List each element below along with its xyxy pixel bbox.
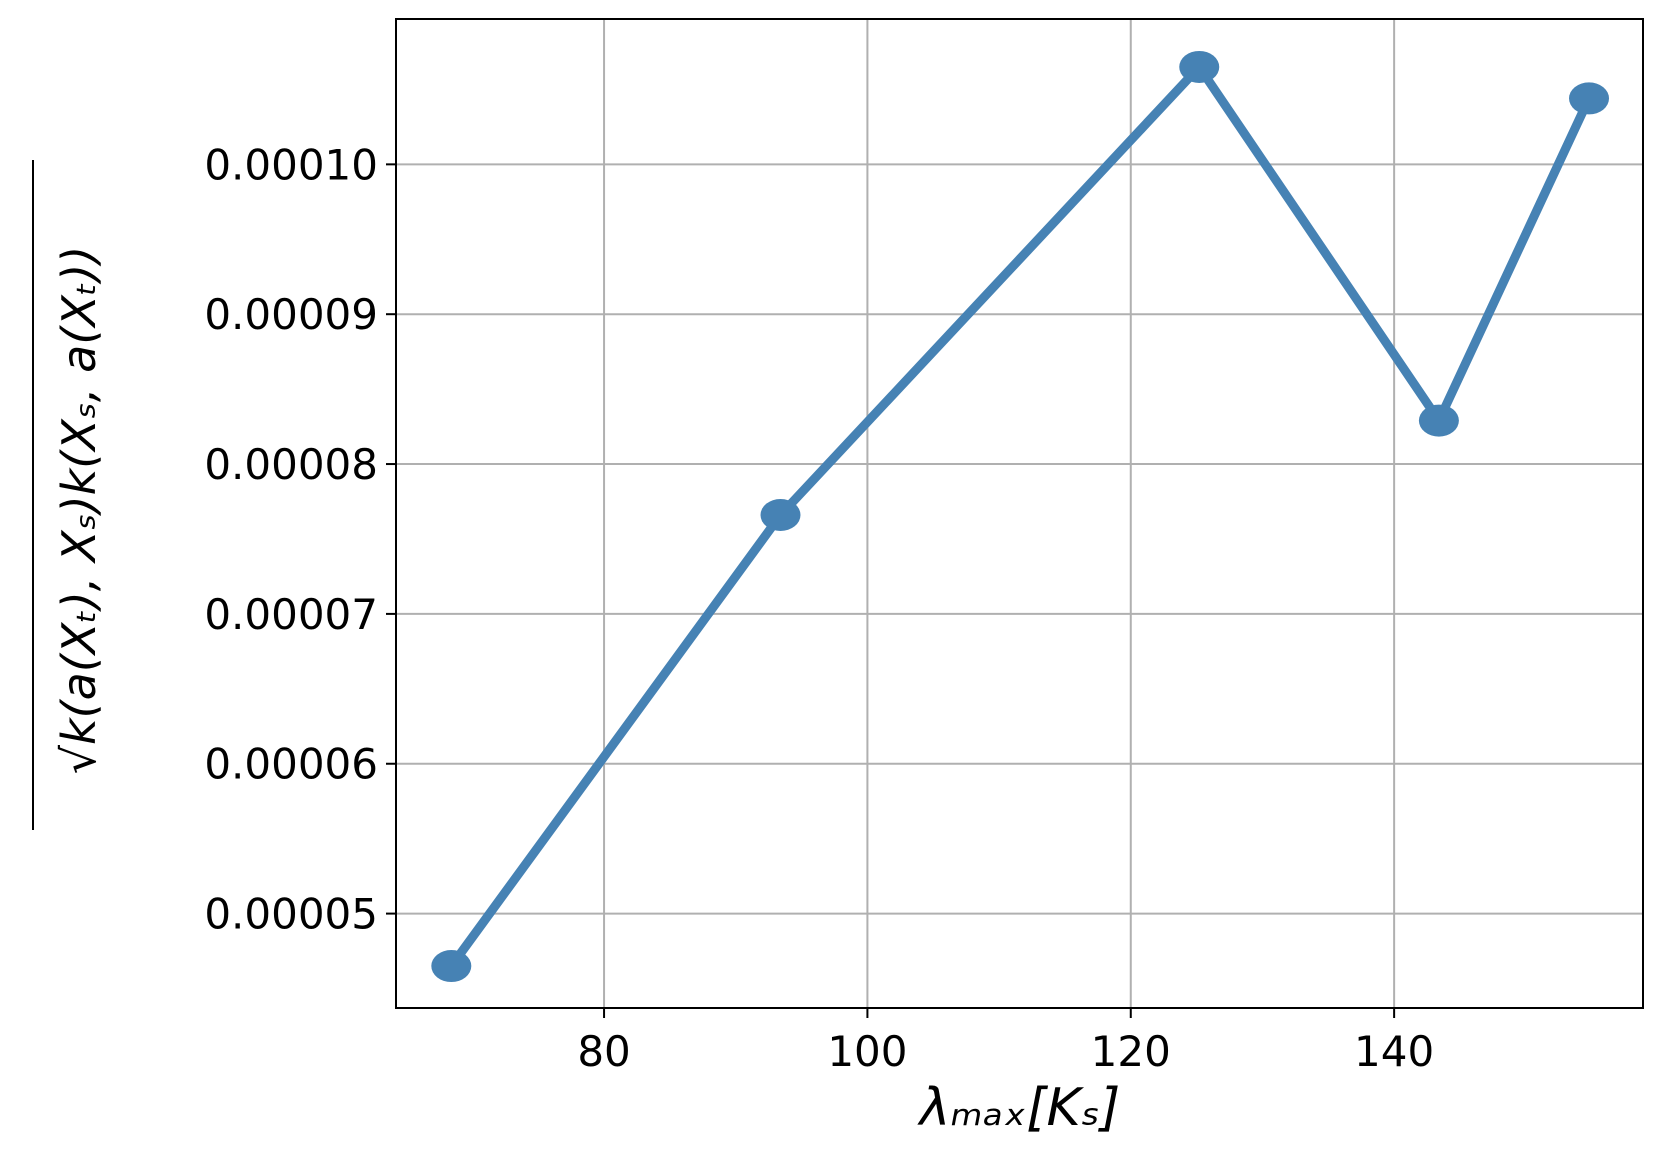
y-tick-label: 0.00007 xyxy=(204,590,378,639)
x-tick-label: 120 xyxy=(1091,1027,1171,1076)
y-tick-label: 0.00005 xyxy=(204,890,378,939)
point xyxy=(1179,50,1220,83)
point xyxy=(760,498,801,531)
y-tick-label: 0.00009 xyxy=(204,290,378,339)
y-axis-label: √k(a(Xₜ), Xₛ)k(Xₛ, a(Xₜ)) xyxy=(52,246,106,775)
plot-frame xyxy=(395,18,1644,1009)
y-tick-label: 0.00010 xyxy=(204,140,378,189)
line xyxy=(447,62,1594,969)
x-axis-label: λₘₐₓ[Kₛ] xyxy=(917,1078,1121,1138)
point xyxy=(1569,82,1610,115)
x-tick-label: 100 xyxy=(827,1027,907,1076)
x-tick-label: 140 xyxy=(1354,1027,1434,1076)
point xyxy=(431,950,472,983)
point xyxy=(1418,404,1459,437)
x-tick-label: 80 xyxy=(577,1027,630,1076)
y-tick-label: 0.00006 xyxy=(204,740,378,789)
y-tick-label: 0.00008 xyxy=(204,440,378,489)
